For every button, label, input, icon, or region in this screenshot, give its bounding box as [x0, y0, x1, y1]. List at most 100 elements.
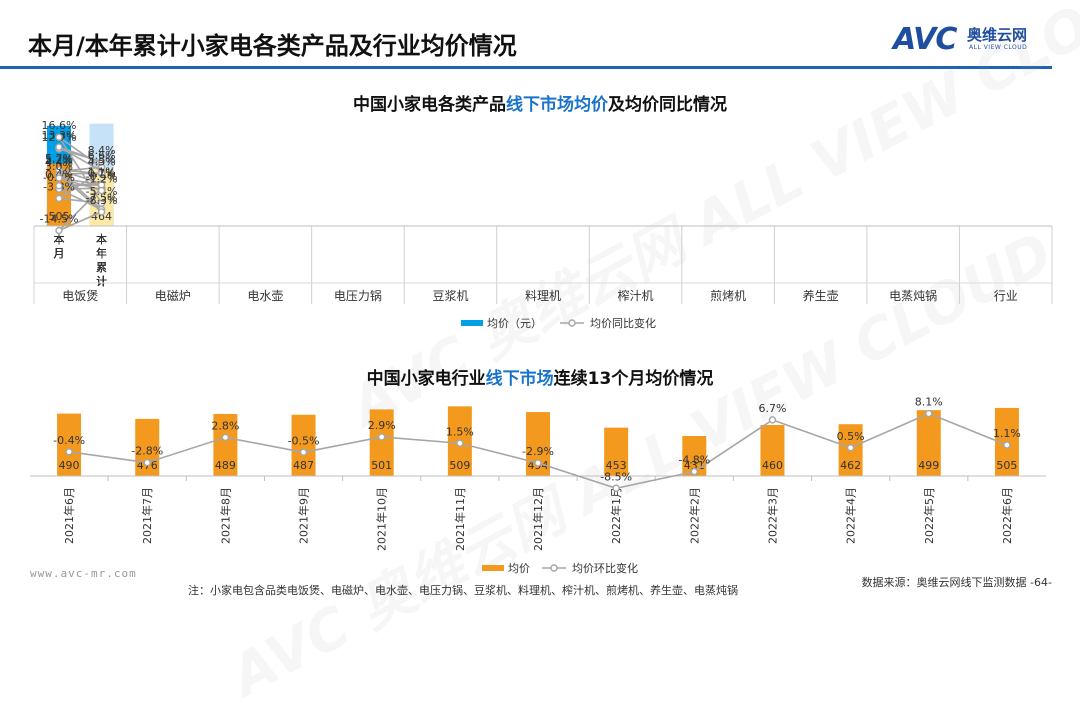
- chart2-title-c: 连续13个月均价情况: [553, 369, 714, 389]
- chart2-svg: 4902021年6月4762021年7月4892021年8月4872021年9月…: [30, 396, 1046, 575]
- chart2-month-label: 2021年8月: [218, 487, 232, 544]
- chart1-sub-label: 本: [53, 232, 64, 246]
- chart2-value-label: 509: [449, 459, 470, 472]
- chart2-value-label: 453: [606, 459, 627, 472]
- chart2-change-point: [612, 484, 620, 492]
- chart1-sub-label: 计: [96, 275, 107, 288]
- chart1-legend-line-marker: [568, 319, 576, 327]
- chart1-sub-label: 月: [53, 247, 64, 260]
- chart1-change-point: [55, 166, 63, 174]
- chart2-change-point: [846, 444, 855, 452]
- chart2-change-label: 6.7%: [758, 402, 786, 415]
- chart1-change-label: 1.1%: [88, 166, 116, 179]
- chart1-sub-label: 年: [96, 246, 107, 260]
- chart2-month-label: 2021年9月: [297, 487, 311, 544]
- chart1-legend-line-label: 均价同比变化: [590, 316, 656, 330]
- chart2-change-point: [456, 439, 464, 447]
- chart1-sub-label: 本: [53, 232, 64, 246]
- chart1-sub-label: 本: [53, 232, 64, 246]
- chart1-sub-label: 年: [96, 246, 107, 260]
- chart1-sub-label: 累: [96, 261, 107, 274]
- chart1-change-label: 0.7%: [88, 167, 116, 180]
- chart2-bar: [135, 418, 160, 476]
- chart2-month-label: 2021年12月: [531, 487, 545, 551]
- chart1-sub-label: 月: [53, 247, 64, 260]
- chart2-change-label: 8.1%: [915, 396, 943, 409]
- chart1-sub-label: 本: [53, 232, 64, 246]
- chart1-title: 中国小家电各类产品线下市场均价及均价同比情况: [0, 90, 1080, 115]
- chart2-bar: [213, 413, 238, 476]
- chart1-title-b: 线下市场均价: [506, 95, 608, 115]
- chart1-change-point: [97, 208, 106, 216]
- chart1-change-label: 4.5%: [88, 156, 116, 169]
- chart2-month-label: 2022年2月: [687, 487, 701, 544]
- chart2-value-label: 490: [59, 459, 80, 472]
- chart1-sub-label: 月: [53, 247, 64, 260]
- chart2-title-a: 中国小家电行业: [366, 369, 486, 389]
- chart1-sub-label: 年: [96, 246, 107, 260]
- page-title: 本月/本年累计小家电各类产品及行业均价情况: [28, 32, 517, 60]
- chart2-month-label: 2021年11月: [453, 487, 467, 551]
- chart1-sub-label: 累: [96, 261, 107, 274]
- chart1-sub-label: 累: [96, 261, 107, 274]
- chart1-sub-label: 计: [96, 275, 107, 288]
- chart1-sub-label: 计: [96, 275, 107, 288]
- chart1-bar: [89, 168, 114, 226]
- chart1-sub-label: 月: [53, 247, 64, 260]
- chart2-legend-line-marker: [550, 564, 558, 572]
- chart1-value-label: 505: [48, 210, 69, 223]
- chart1-sub-label: 本: [53, 232, 64, 246]
- chart1-sub-label: 月: [53, 247, 64, 260]
- chart1-sub-label: 累: [96, 261, 107, 274]
- chart1-category-label: 电压力锅: [334, 288, 382, 303]
- chart1-sub-label: 累: [96, 261, 107, 274]
- chart2-legend-bar-swatch: [482, 565, 504, 571]
- chart1-change-label: -8.3%: [86, 194, 118, 207]
- chart1-sub-label: 计: [96, 275, 107, 288]
- footer-url: www.avc-mr.com: [30, 567, 137, 580]
- chart2-change-label: -2.8%: [131, 445, 163, 458]
- chart1-change-label: 8.4%: [88, 144, 116, 157]
- chart1-legend-bar-label: 均价（元）: [487, 317, 542, 330]
- chart2-month-label: 2022年5月: [922, 487, 936, 544]
- logo-en-text: ALL VIEW CLOUD: [969, 44, 1028, 51]
- chart2-value-label: 499: [918, 459, 939, 472]
- chart1-sub-label: 本: [96, 232, 107, 246]
- chart2-legend-bar-label: 均价: [508, 562, 530, 575]
- chart1-sub-label: 月: [53, 247, 64, 260]
- chart1-sub-label: 年: [96, 246, 107, 260]
- chart2-change-point: [299, 448, 308, 456]
- chart1-sub-label: 本: [53, 232, 64, 246]
- chart1-change-label: 5.2%: [45, 153, 73, 166]
- chart2-title-b: 线下市场: [485, 369, 554, 389]
- chart1-change-label: 3.0%: [45, 160, 73, 173]
- chart1-category-label: 养生壶: [803, 288, 839, 303]
- chart1-change-label: 4.4%: [45, 156, 73, 169]
- chart2-change-label: 2.8%: [211, 419, 239, 432]
- chart1-sub-label: 累: [96, 261, 107, 274]
- chart2-change-label: 1.5%: [446, 425, 474, 438]
- chart1-sub-label: 累: [96, 261, 107, 274]
- chart1-category-label: 煎烤机: [710, 288, 746, 303]
- chart2-change-label: -2.9%: [522, 445, 554, 458]
- chart2-change-point: [377, 433, 386, 441]
- chart2-change-point: [768, 416, 777, 424]
- chart1-change-point: [55, 226, 63, 235]
- chart2-value-label: 462: [840, 459, 861, 472]
- chart1-sub-label: 年: [96, 246, 107, 260]
- chart2-change-label: -8.5%: [600, 470, 632, 483]
- chart1-legend-bar-swatch: [461, 320, 483, 326]
- chart2-value-label: 505: [996, 459, 1017, 472]
- header-rule: [0, 66, 1052, 69]
- chart1-title-c: 及均价同比情况: [608, 95, 727, 115]
- chart2-value-label: 487: [293, 459, 314, 472]
- chart2-change-label: -0.5%: [288, 434, 320, 447]
- chart1-sub-label: 本: [96, 232, 107, 246]
- chart1-sub-label: 本: [53, 232, 64, 246]
- chart1-sub-label: 累: [96, 261, 107, 274]
- chart1-change-label: -7.5%: [86, 192, 118, 205]
- chart1-change-point: [55, 194, 63, 203]
- chart2-month-label: 2021年6月: [62, 487, 76, 544]
- chart1-value-label: 464: [91, 210, 112, 223]
- chart1-title-a: 中国小家电各类产品: [353, 95, 506, 115]
